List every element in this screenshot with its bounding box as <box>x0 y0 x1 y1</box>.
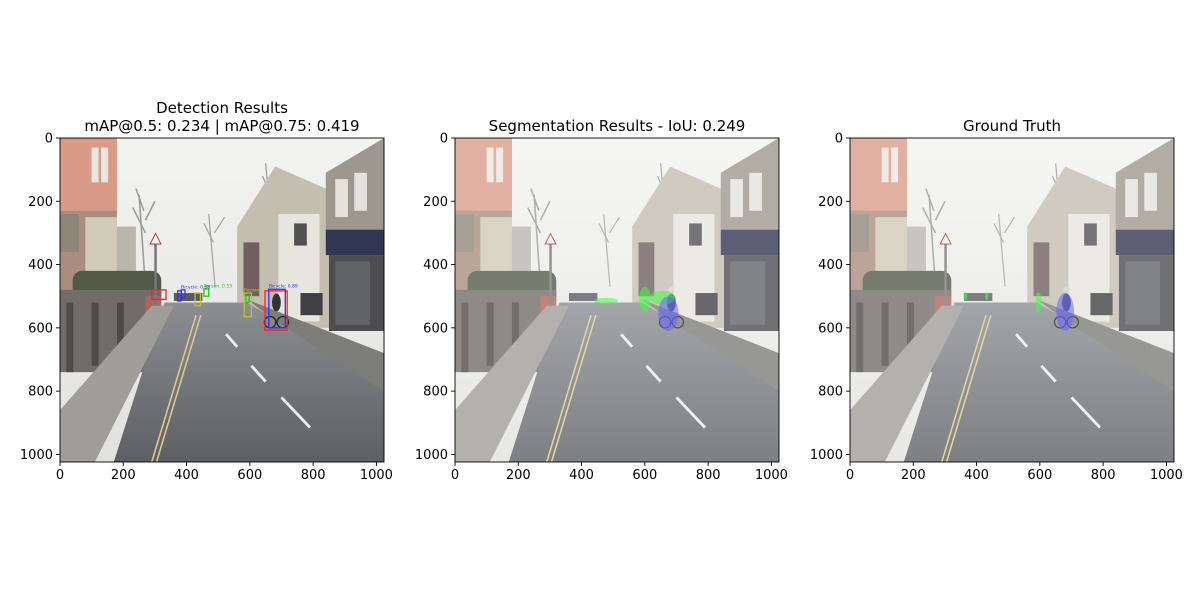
detection-box <box>264 290 288 331</box>
x-tick-label: 200 <box>111 468 136 483</box>
y-tick-label: 0 <box>835 132 843 147</box>
x-tick-label: 0 <box>451 468 459 483</box>
detection-box <box>243 292 253 318</box>
detection-box <box>245 294 250 304</box>
y-tick-label: 200 <box>423 195 448 210</box>
detection-box <box>180 289 186 299</box>
y-tick-label: 1000 <box>415 448 448 463</box>
detection-box-label: Bicycle: 0.88 <box>181 284 210 290</box>
x-tick-label: 200 <box>506 468 531 483</box>
y-tick-label: 400 <box>423 258 448 273</box>
x-tick-label: 1000 <box>1150 468 1183 483</box>
y-tick-label: 600 <box>423 321 448 336</box>
y-tick-label: 800 <box>818 385 843 400</box>
y-tick-label: 800 <box>28 385 53 400</box>
segmentation-mask <box>984 292 989 300</box>
y-tick-label: 1000 <box>20 448 53 463</box>
detection-box-label: Person: 0.53 <box>204 283 232 289</box>
y-tick-label: 800 <box>423 385 448 400</box>
axes-frame <box>59 137 385 463</box>
x-tick-label: 0 <box>56 468 64 483</box>
y-tick-label: 200 <box>818 195 843 210</box>
x-tick-label: 600 <box>237 468 262 483</box>
segmentation-mask <box>963 291 968 301</box>
y-tick-label: 600 <box>818 321 843 336</box>
detection-box <box>194 292 202 307</box>
x-tick-label: 600 <box>1027 468 1052 483</box>
y-tick-label: 1000 <box>810 448 843 463</box>
axes-frame <box>849 137 1175 463</box>
title-1-line-1: Detection Results <box>156 99 288 117</box>
x-tick-label: 400 <box>964 468 989 483</box>
detection-box-label: Bicycle: 0.89 <box>269 284 298 290</box>
detection-box <box>268 288 286 329</box>
title-3: Ground Truth <box>963 117 1061 135</box>
x-tick-label: 800 <box>1091 468 1116 483</box>
x-tick-label: 0 <box>846 468 854 483</box>
street-photo <box>848 136 1176 464</box>
y-tick-label: 200 <box>28 195 53 210</box>
x-tick-label: 200 <box>901 468 926 483</box>
y-tick-label: 400 <box>818 258 843 273</box>
detection-box-label: Person <box>244 288 259 294</box>
axes-frame <box>454 137 780 463</box>
x-tick-label: 800 <box>301 468 326 483</box>
x-tick-label: 400 <box>174 468 199 483</box>
y-tick-label: 600 <box>28 321 53 336</box>
photo-fade <box>850 138 1174 463</box>
detection-box <box>151 289 167 301</box>
title-1-line-2: mAP@0.5: 0.234 | mAP@0.75: 0.419 <box>84 117 359 135</box>
x-tick-label: 400 <box>569 468 594 483</box>
segmentation-mask <box>639 286 651 313</box>
segmentation-mask <box>593 297 618 305</box>
segmentation-mask <box>1056 293 1075 332</box>
title-2: Segmentation Results - IoU: 0.249 <box>489 117 746 135</box>
photo-fade <box>60 138 384 462</box>
segmentation-mask <box>658 296 679 332</box>
x-tick-label: 1000 <box>755 468 788 483</box>
detection-box <box>203 288 210 297</box>
segmentation-mask <box>1035 292 1042 313</box>
street-photo <box>58 136 386 464</box>
title-1: Detection Results mAP@0.5: 0.234 | mAP@0… <box>84 99 359 135</box>
x-tick-label: 1000 <box>360 468 393 483</box>
y-tick-label: 0 <box>45 132 53 147</box>
x-tick-label: 600 <box>632 468 657 483</box>
x-tick-label: 800 <box>696 468 721 483</box>
y-tick-label: 400 <box>28 258 53 273</box>
y-tick-label: 0 <box>440 132 448 147</box>
